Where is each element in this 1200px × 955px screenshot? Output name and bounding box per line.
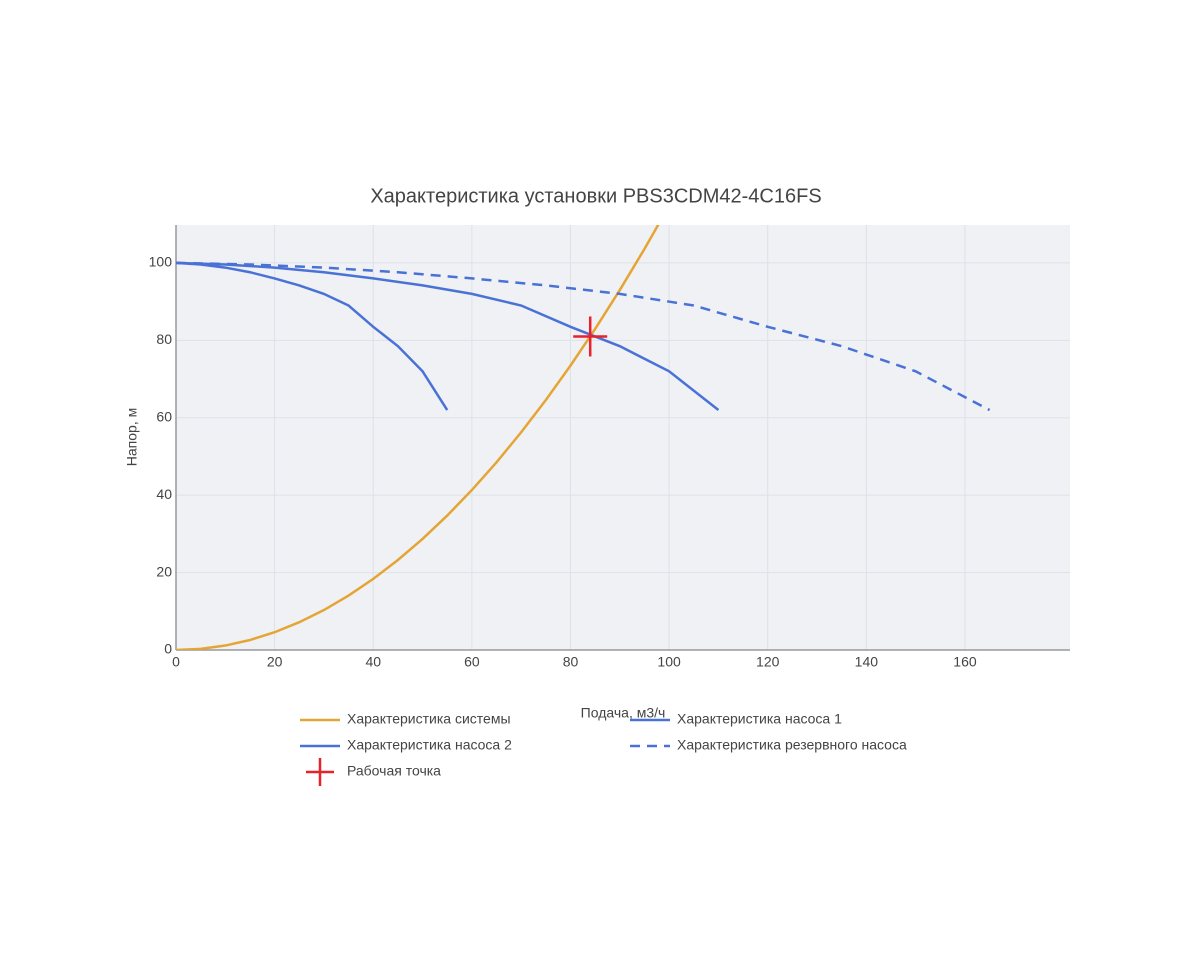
x-axis-title: Подача, м3/ч	[581, 705, 666, 721]
chart-title: Характеристика установки PBS3CDM42-4C16F…	[370, 185, 821, 207]
operating-point	[573, 316, 608, 357]
legend-marker	[306, 758, 334, 786]
legend-label: Характеристика насоса 1	[677, 711, 842, 727]
y-tick-label: 60	[156, 408, 172, 424]
x-tick-label: 100	[657, 654, 681, 670]
y-tick-label: 80	[156, 331, 172, 347]
legend-label: Характеристика насоса 2	[347, 737, 512, 753]
y-axis-title: Напор, м	[124, 408, 140, 466]
series-line	[176, 261, 449, 411]
x-tick-label: 20	[267, 654, 283, 670]
series-line	[176, 225, 660, 650]
plot-area	[176, 225, 991, 650]
y-tick-label: 20	[156, 563, 172, 579]
x-tick-label: 0	[172, 654, 180, 670]
x-tick-label: 80	[563, 654, 579, 670]
y-tick-label: 40	[156, 486, 172, 502]
x-tick-label: 160	[953, 654, 977, 670]
legend-label: Рабочая точка	[347, 763, 441, 779]
y-tick-label: 100	[149, 254, 173, 270]
x-tick-label: 40	[365, 654, 381, 670]
x-tick-label: 140	[855, 654, 879, 670]
y-tick-label: 0	[164, 641, 172, 657]
plot-background	[176, 225, 1070, 650]
x-tick-label: 60	[464, 654, 480, 670]
legend-label: Характеристика системы	[347, 711, 511, 727]
legend-label: Характеристика резервного насоса	[677, 737, 907, 753]
x-tick-label: 120	[756, 654, 780, 670]
series-line	[176, 261, 720, 412]
series-line	[176, 261, 991, 412]
